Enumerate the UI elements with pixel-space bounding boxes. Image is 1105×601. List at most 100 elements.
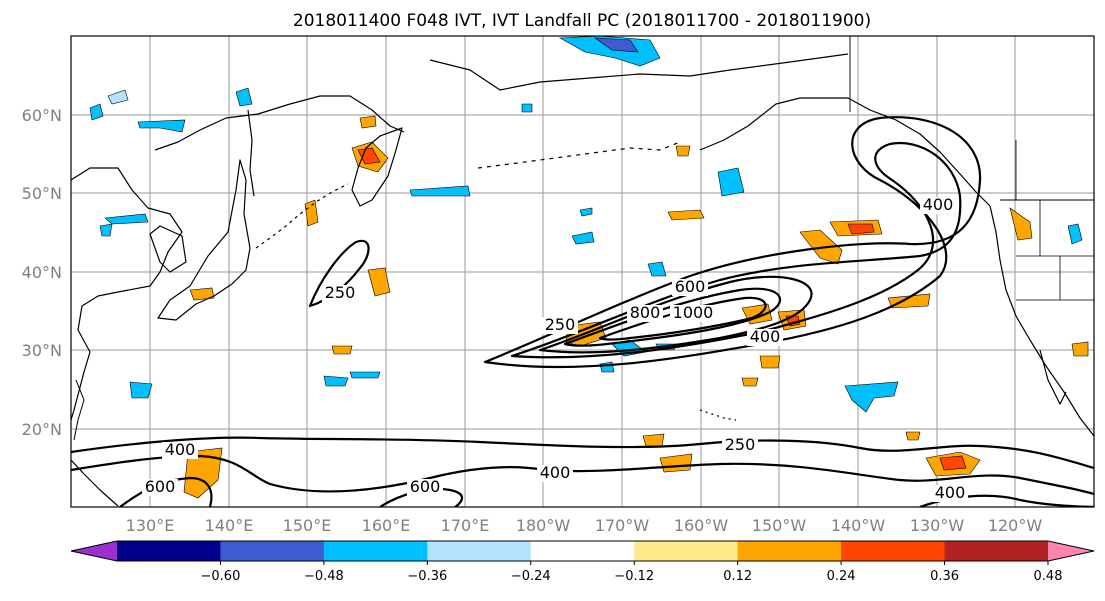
pc-patch [89,103,104,121]
contour-label: 250 [725,435,756,454]
colorbar-segment [841,541,946,561]
pc-patch [367,267,391,297]
colorbar-segment [737,541,842,561]
lon-tick-label: 130°E [126,516,175,535]
pc-patch [1071,341,1089,357]
coastline-asia [71,167,183,421]
colorbar-tick-label: 0.24 [827,569,856,584]
contour-label: 400 [935,483,966,502]
lon-tick-label: 130°W [910,516,965,535]
pc-patch [183,447,223,499]
colorbar-outline [70,540,1095,562]
colorbar-segment [427,541,532,561]
map-title: 2018011400 F048 IVT, IVT Landfall PC (20… [293,11,871,31]
lat-tick-label: 60°N [22,106,62,125]
pc-patch [129,381,153,399]
lon-tick-label: 170°W [595,516,650,535]
colorbar-tick-label: 0.48 [1034,569,1063,584]
lat-ticks: 20°N 30°N 40°N 50°N 60°N [22,106,62,439]
contour-label-bg [747,329,783,346]
pc-patch [107,89,129,105]
contour-label: 400 [540,463,571,482]
contour-label-bg [627,305,663,322]
lat-tick-label: 40°N [22,263,62,282]
colorbar-segment [117,541,221,561]
pc-patch [887,293,931,309]
pc-patch [359,115,377,129]
contour-label-bg [142,479,178,496]
map-panel: 250 400 400 600 600 400 250 250 800 600 1000 400 400 [70,35,1095,508]
pc-patch [323,375,349,387]
colorbar-tick-label: −0.48 [304,569,344,584]
colorbar-segment [530,541,635,561]
pc-patch [593,37,639,53]
contour-label-bg [670,305,716,322]
coastline-aleutians [477,141,681,169]
colorbar-tick-label: −0.12 [614,569,654,584]
coastline-bering [429,53,849,91]
pc-patch [349,371,381,379]
colorbar-tick-label: 0.12 [723,569,752,584]
pc-patch [675,145,691,157]
pc-patch [759,355,781,369]
coastline-hawaii [699,409,737,421]
colorbar-segment [323,541,428,561]
colorbar-segment [944,541,1049,561]
coastline-siberia [154,95,405,151]
contour-label-bg [162,442,198,459]
pc-patch [847,223,875,235]
contour-label: 600 [145,477,176,496]
pc-patch [1009,207,1033,241]
border-states [1015,140,1094,301]
colorbar-tick-label: −0.24 [511,569,551,584]
pc-patch [1067,223,1083,245]
coastline-kamchatka [351,127,403,207]
contour-label: 250 [545,315,576,334]
colorbar-tick-label: 0.36 [930,569,959,584]
pc-patch [647,261,667,277]
pc-patch [939,455,967,471]
contour-label-bg [537,465,573,482]
contour-label-bg [407,479,443,496]
lon-tick-label: 120°W [988,516,1043,535]
lon-tick-label: 160°W [674,516,729,535]
contour-label-bg [722,437,758,454]
coastline-philippines [73,379,85,441]
contour-label-bg [672,279,708,296]
contour-label: 800 [630,303,661,322]
pc-patch [357,147,381,165]
lon-tick-label: 150°E [283,516,332,535]
colorbar-extend-min [71,541,117,561]
ivt-contour-250-tropics [71,436,1094,470]
pc-patch [99,223,113,237]
lon-tick-label: 140°W [831,516,886,535]
pc-patch [189,287,215,301]
colorbar-tick-label: −0.60 [201,569,241,584]
contour-label: 600 [410,477,441,496]
pc-patch [667,209,705,221]
colorbar-segment [634,541,739,561]
pc-patch [717,167,745,197]
pc-patch [571,231,595,245]
coastline-sakhalin [247,109,255,197]
coastline-north-america [989,205,1094,437]
coastline-baja [1039,349,1067,405]
pc-patch [521,103,533,113]
coastline-japan [157,159,251,321]
contour-label: 400 [165,440,196,459]
coastline-korea [149,225,187,273]
contour-label-bg [322,285,358,302]
pc-patch [642,433,665,447]
pc-patch [844,381,899,413]
lon-tick-label: 140°E [205,516,254,535]
contour-label: 250 [325,283,356,302]
pc-patch [558,36,661,67]
pc-patch [599,361,615,373]
lat-tick-label: 30°N [22,341,62,360]
ivt-contour-600-tropics-b [379,487,463,507]
ivt-contour-600-tropics [119,476,213,507]
pc-patch [331,345,353,355]
pc-patch [304,199,319,227]
contour-label: 400 [923,195,954,214]
